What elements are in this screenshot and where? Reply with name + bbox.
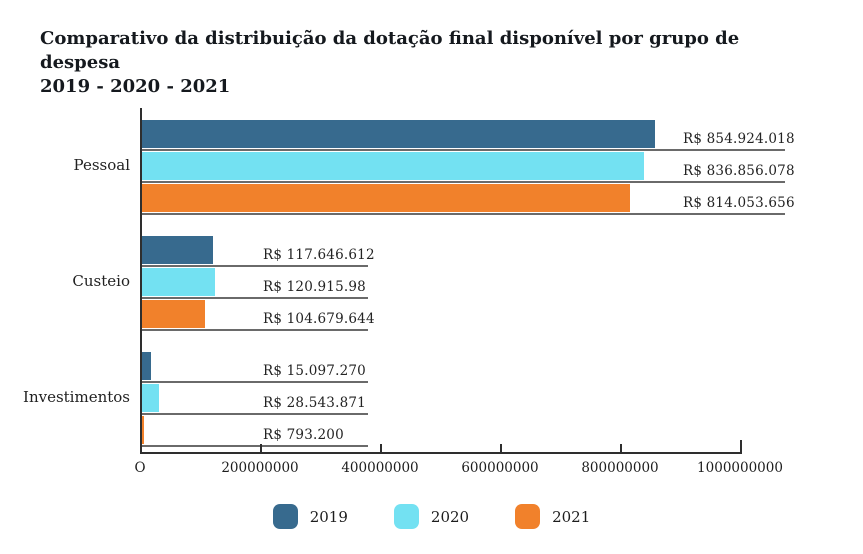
- bar-value-label: R$ 15.097.270: [263, 363, 366, 379]
- x-tick-label: O: [134, 460, 146, 476]
- x-tick-label: 600000000: [461, 460, 539, 476]
- legend-item-2020: 2020: [393, 504, 470, 529]
- legend-label-2019: 2019: [309, 507, 348, 526]
- bar-underline: [142, 381, 368, 383]
- bar-value-label: R$ 28.543.871: [263, 395, 366, 411]
- bar-underline: [142, 213, 785, 215]
- legend-item-2019: 2019: [272, 504, 348, 529]
- chart-title-line2: 2019 - 2020 - 2021: [40, 76, 231, 97]
- bar-value-label: R$ 793.200: [263, 427, 344, 443]
- bar-underline: [142, 265, 368, 267]
- legend-item-2021: 2021: [515, 504, 590, 529]
- bar-underline: [142, 297, 368, 299]
- bar-2021-pessoal: [142, 184, 631, 212]
- bar-value-label: R$ 854.924.018: [683, 131, 795, 147]
- x-tick: [500, 444, 502, 452]
- x-tick: [740, 440, 742, 452]
- x-tick-label: 400000000: [341, 460, 419, 476]
- bar-2021-custeio: [142, 300, 205, 328]
- bar-value-label: R$ 104.679.644: [263, 311, 375, 327]
- x-tick-label: 800000000: [581, 460, 659, 476]
- bar-row: R$ 854.924.018: [140, 120, 795, 151]
- x-tick: [620, 444, 622, 452]
- legend: 2019 2020 2021: [0, 504, 863, 529]
- bar-2020-investimentos: [142, 384, 160, 412]
- x-tick-label: 200000000: [221, 460, 299, 476]
- bar-row: R$ 117.646.612: [140, 236, 795, 267]
- legend-swatch-2019: [272, 504, 298, 529]
- bar-underline: [142, 329, 368, 331]
- bar-value-label: R$ 814.053.656: [683, 195, 795, 211]
- bar-value-label: R$ 836.856.078: [683, 163, 795, 179]
- category-label-custeio: Custeio: [72, 272, 130, 290]
- x-tick: [380, 444, 382, 452]
- bar-row: R$ 836.856.078: [140, 152, 795, 183]
- bar-2019-pessoal: [142, 120, 655, 148]
- category-label-pessoal: Pessoal: [73, 156, 130, 174]
- chart-title: Comparativo da distribuição da dotação f…: [40, 27, 820, 99]
- bar-row: R$ 814.053.656: [140, 184, 795, 215]
- legend-swatch-2020: [393, 504, 419, 529]
- bar-row: R$ 28.543.871: [140, 384, 795, 415]
- bar-2019-investimentos: [142, 352, 152, 380]
- plot-area: Pessoal R$ 854.924.018 R$ 836.856.078 R$…: [23, 108, 840, 508]
- legend-swatch-2021: [515, 504, 541, 529]
- bar-2020-custeio: [142, 268, 215, 296]
- bar-row: R$ 793.200: [140, 416, 795, 447]
- category-label-investimentos: Investimentos: [23, 388, 130, 406]
- x-axis-baseline: [140, 452, 742, 454]
- bar-group-custeio: Custeio R$ 117.646.612 R$ 120.915.98 R$ …: [72, 236, 795, 332]
- x-tick-label: 1000000000: [697, 460, 783, 476]
- bar-value-label: R$ 117.646.612: [263, 247, 375, 263]
- bar-underline: [142, 181, 785, 183]
- bar-underline: [142, 413, 368, 415]
- bar-2019-custeio: [142, 236, 213, 264]
- x-tick: [260, 444, 262, 452]
- bar-row: R$ 15.097.270: [140, 352, 795, 383]
- legend-label-2020: 2020: [430, 507, 470, 526]
- bar-group-investimentos: Investimentos R$ 15.097.270 R$ 28.543.87…: [23, 352, 795, 448]
- bar-2020-pessoal: [142, 152, 645, 180]
- chart-title-line1: Comparativo da distribuição da dotação f…: [40, 28, 740, 73]
- bar-2021-investimentos: [142, 416, 144, 444]
- bar-row: R$ 104.679.644: [140, 300, 795, 331]
- bar-underline: [142, 149, 785, 151]
- bar-row: R$ 120.915.98: [140, 268, 795, 299]
- bar-underline: [142, 445, 368, 447]
- legend-label-2021: 2021: [552, 507, 591, 526]
- y-axis-line: [140, 108, 142, 454]
- bar-group-pessoal: Pessoal R$ 854.924.018 R$ 836.856.078 R$…: [74, 120, 795, 216]
- bar-value-label: R$ 120.915.98: [263, 279, 366, 295]
